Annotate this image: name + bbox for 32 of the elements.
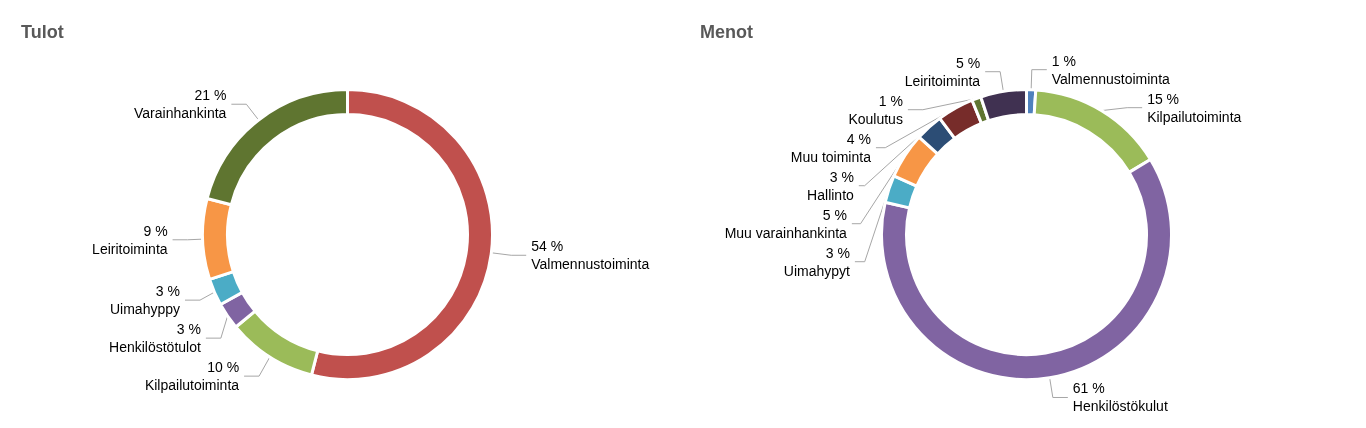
slice-label: Muu toiminta <box>790 148 872 165</box>
slice-label: Muu varainhankinta <box>724 224 848 241</box>
slice-label: Varainhankinta <box>134 105 227 122</box>
slice-label: Kilpailutoiminta <box>144 377 240 394</box>
slice-label: Leiritoiminta <box>904 72 981 89</box>
data-label: 10 % <box>207 359 240 376</box>
slice-label: Hallinto <box>807 186 855 203</box>
slice-label: Uimahypyt <box>783 262 851 279</box>
data-label: 3 % <box>829 168 854 185</box>
data-label: 3 % <box>155 283 180 300</box>
slice-label: Koulutus <box>848 110 903 127</box>
data-label: 61 % <box>1072 380 1105 397</box>
slice-label: Valmennustoiminta <box>1051 70 1171 87</box>
data-label: 4 % <box>846 130 871 147</box>
data-label: 21 % <box>194 87 227 104</box>
slice-label: Uimahyppy <box>109 301 180 318</box>
slice-label: Kilpailutoiminta <box>1147 108 1242 125</box>
data-label: 5 % <box>956 54 981 71</box>
slice-label: Henkilöstökulut <box>1072 398 1168 415</box>
slice-label: Henkilöstötulot <box>109 339 201 356</box>
data-label: 1 % <box>1051 52 1076 69</box>
data-label: 5 % <box>822 206 847 223</box>
data-label: 3 % <box>176 321 201 338</box>
chart-title: Menot <box>700 22 753 42</box>
slice-label: Valmennustoiminta <box>531 256 650 273</box>
data-label: 1 % <box>878 92 903 109</box>
data-label: 3 % <box>825 244 850 261</box>
chart-title: Tulot <box>21 22 64 42</box>
data-label: 9 % <box>143 222 168 239</box>
data-label: 15 % <box>1147 90 1180 107</box>
data-label: 54 % <box>531 238 564 255</box>
slice-label: Leiritoiminta <box>92 240 168 257</box>
